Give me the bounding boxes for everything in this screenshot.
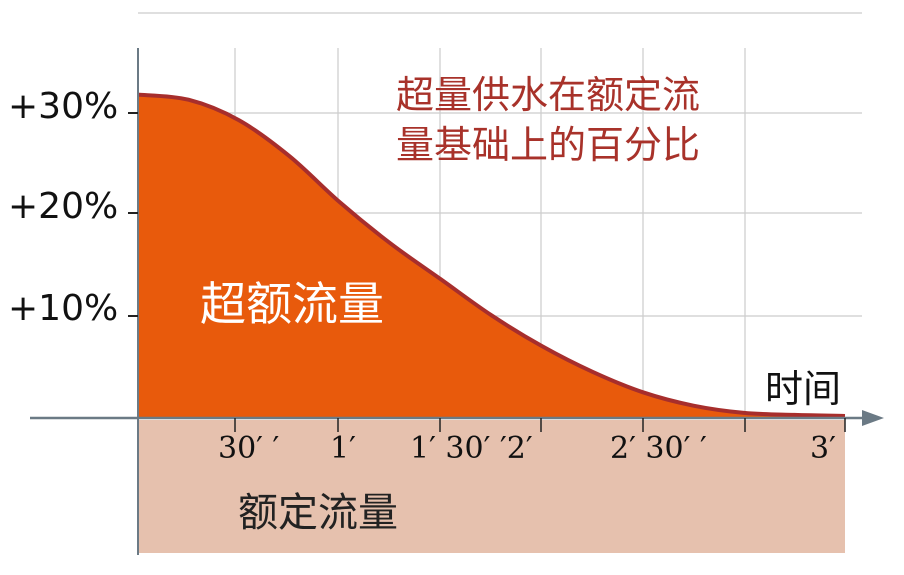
annotation-line-2: 量基础上的百分比 — [396, 123, 700, 167]
y-tick-labels: +30% +20% +10% — [8, 86, 118, 329]
x-tick-label: 1′ — [330, 431, 356, 466]
annotation-line-1: 超量供水在额定流 — [396, 73, 700, 117]
excess-flow-curve — [137, 92, 846, 418]
rated-flow-band — [138, 420, 845, 553]
x-tick-label: 3′ — [810, 431, 836, 466]
x-tick-label: 2′ 30′ ′ — [610, 431, 707, 466]
x-tick-label: 1′ 30′ ′2′ — [410, 431, 533, 466]
grid-lines — [138, 12, 862, 418]
x-tick-labels: 30′ ′ 1′ 1′ 30′ ′2′ 2′ 30′ ′ 3′ — [218, 431, 836, 466]
x-tick-label: 30′ ′ — [218, 431, 280, 466]
x-axis-title: 时间 — [765, 367, 841, 411]
excess-flow-area — [138, 94, 845, 418]
y-tick-label: +30% — [8, 86, 118, 127]
axes — [30, 48, 884, 555]
x-axis-arrow — [862, 410, 884, 426]
rated-flow-label: 额定流量 — [238, 490, 398, 536]
excess-flow-label: 超额流量 — [200, 277, 384, 331]
y-tick-label: +10% — [8, 288, 118, 329]
y-tick-label: +20% — [8, 186, 118, 227]
